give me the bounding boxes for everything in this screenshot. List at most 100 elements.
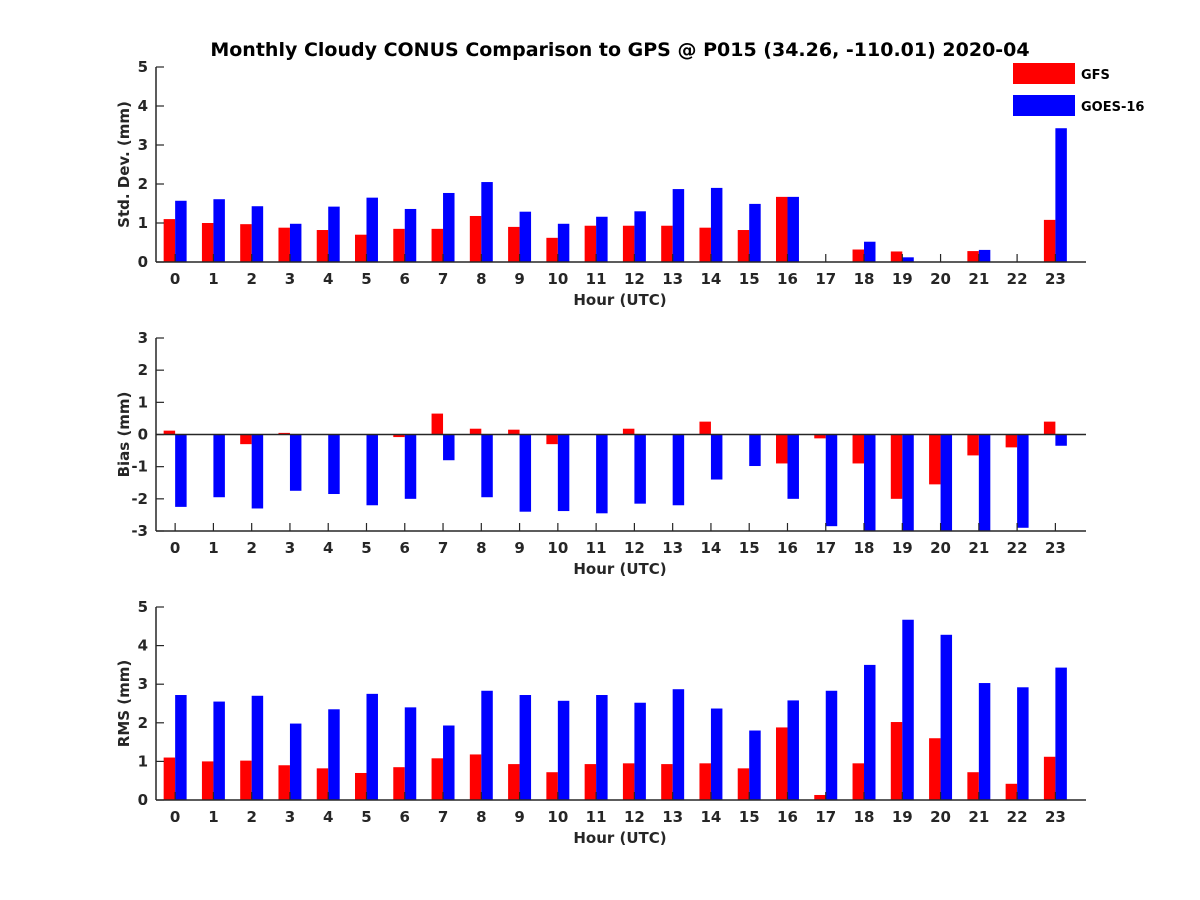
bar-goes-16-hour-15 bbox=[749, 203, 761, 262]
bar-goes-16-hour-2 bbox=[251, 206, 264, 262]
bar-gfs-hour-16 bbox=[776, 196, 788, 262]
bar-goes-16-hour-11 bbox=[596, 434, 608, 514]
y-tick-label: 4 bbox=[138, 637, 148, 655]
x-tick-label: 14 bbox=[701, 270, 722, 288]
y-tick-label: 3 bbox=[138, 675, 148, 693]
bar-goes-16-hour-6 bbox=[404, 707, 417, 800]
bar-gfs-hour-23 bbox=[1043, 756, 1056, 800]
chart-title: Monthly Cloudy CONUS Comparison to GPS @… bbox=[210, 39, 1029, 61]
bar-gfs-hour-23 bbox=[1043, 219, 1056, 262]
x-tick-label: 18 bbox=[854, 270, 875, 288]
bar-gfs-hour-4 bbox=[316, 230, 329, 262]
x-tick-label: 21 bbox=[968, 270, 989, 288]
x-tick-label: 13 bbox=[662, 808, 683, 826]
bar-goes-16-hour-7 bbox=[443, 434, 455, 461]
x-tick-label: 0 bbox=[170, 270, 180, 288]
bar-gfs-hour-22 bbox=[1005, 434, 1018, 448]
bar-gfs-hour-9 bbox=[508, 764, 520, 800]
bar-gfs-hour-0 bbox=[163, 430, 176, 435]
y-axis-label: Std. Dev. (mm) bbox=[115, 101, 133, 228]
x-tick-label: 3 bbox=[285, 808, 295, 826]
bar-gfs-hour-13 bbox=[661, 764, 673, 800]
x-tick-label: 17 bbox=[815, 808, 836, 826]
y-tick-label: 0 bbox=[138, 426, 148, 444]
bar-gfs-hour-0 bbox=[163, 757, 176, 800]
bar-goes-16-hour-15 bbox=[749, 730, 761, 800]
y-tick-label: 3 bbox=[138, 136, 148, 154]
x-tick-label: 20 bbox=[930, 270, 951, 288]
bar-gfs-hour-19 bbox=[890, 434, 903, 499]
bar-gfs-hour-16 bbox=[776, 434, 788, 464]
bar-goes-16-hour-8 bbox=[481, 182, 493, 262]
y-axis-label: Bias (mm) bbox=[115, 392, 133, 478]
x-tick-label: 9 bbox=[514, 808, 524, 826]
bar-goes-16-hour-1 bbox=[213, 199, 225, 262]
y-tick-label: -3 bbox=[131, 522, 148, 540]
x-tick-label: 20 bbox=[930, 539, 951, 557]
bar-goes-16-hour-20 bbox=[940, 434, 953, 531]
bar-goes-16-hour-0 bbox=[175, 695, 187, 800]
bar-gfs-hour-21 bbox=[967, 434, 979, 456]
x-tick-label: 16 bbox=[777, 808, 798, 826]
x-tick-label: 8 bbox=[476, 808, 486, 826]
bar-goes-16-hour-9 bbox=[519, 695, 532, 800]
x-tick-label: 10 bbox=[547, 539, 568, 557]
x-tick-label: 20 bbox=[930, 808, 951, 826]
bar-gfs-hour-21 bbox=[967, 251, 979, 262]
x-tick-label: 23 bbox=[1045, 539, 1066, 557]
bar-goes-16-hour-18 bbox=[864, 664, 876, 800]
bar-gfs-hour-0 bbox=[163, 219, 176, 262]
x-tick-label: 22 bbox=[1007, 808, 1028, 826]
bar-goes-16-hour-17 bbox=[825, 434, 838, 527]
bar-goes-16-hour-0 bbox=[175, 434, 187, 507]
bar-goes-16-hour-23 bbox=[1055, 434, 1067, 446]
x-tick-label: 4 bbox=[323, 808, 333, 826]
bar-goes-16-hour-5 bbox=[366, 197, 378, 262]
bar-goes-16-hour-10 bbox=[557, 434, 570, 512]
bar-gfs-hour-8 bbox=[469, 215, 482, 262]
x-tick-label: 21 bbox=[968, 808, 989, 826]
x-tick-label: 3 bbox=[285, 270, 295, 288]
bar-goes-16-hour-4 bbox=[328, 434, 340, 495]
bar-goes-16-hour-8 bbox=[481, 434, 493, 498]
bar-goes-16-hour-3 bbox=[289, 434, 302, 491]
bar-goes-16-hour-13 bbox=[672, 189, 685, 262]
bar-goes-16-hour-13 bbox=[672, 434, 685, 506]
bar-goes-16-hour-8 bbox=[481, 690, 493, 800]
bar-goes-16-hour-21 bbox=[978, 249, 991, 262]
y-tick-label: -1 bbox=[131, 458, 148, 476]
bar-gfs-hour-8 bbox=[469, 754, 482, 800]
x-tick-label: 7 bbox=[438, 270, 448, 288]
x-tick-label: 1 bbox=[208, 808, 218, 826]
x-tick-label: 12 bbox=[624, 539, 645, 557]
x-tick-label: 15 bbox=[739, 808, 760, 826]
y-tick-label: 0 bbox=[138, 253, 148, 271]
bar-goes-16-hour-19 bbox=[902, 619, 914, 800]
bar-gfs-hour-10 bbox=[546, 772, 558, 800]
y-tick-label: 1 bbox=[138, 752, 148, 770]
bar-goes-16-hour-16 bbox=[787, 700, 799, 800]
bar-gfs-hour-3 bbox=[278, 765, 290, 800]
bar-gfs-hour-10 bbox=[546, 237, 558, 262]
bar-goes-16-hour-17 bbox=[825, 690, 838, 800]
bar-goes-16-hour-6 bbox=[404, 208, 417, 262]
x-tick-label: 18 bbox=[854, 539, 875, 557]
bar-goes-16-hour-2 bbox=[251, 434, 264, 509]
x-tick-label: 8 bbox=[476, 539, 486, 557]
bar-gfs-hour-14 bbox=[699, 227, 711, 262]
bar-goes-16-hour-12 bbox=[634, 434, 646, 504]
bar-goes-16-hour-0 bbox=[175, 200, 187, 262]
bar-gfs-hour-9 bbox=[508, 429, 520, 435]
bar-goes-16-hour-11 bbox=[596, 216, 608, 262]
x-tick-label: 8 bbox=[476, 270, 486, 288]
bar-gfs-hour-17 bbox=[814, 434, 826, 439]
bar-gfs-hour-2 bbox=[240, 434, 252, 445]
bar-goes-16-hour-18 bbox=[864, 434, 876, 531]
x-tick-label: 12 bbox=[624, 270, 645, 288]
bar-goes-16-hour-7 bbox=[443, 192, 455, 262]
bar-gfs-hour-18 bbox=[852, 434, 865, 464]
y-tick-label: 5 bbox=[138, 598, 148, 616]
bar-gfs-hour-17 bbox=[814, 794, 826, 800]
bar-gfs-hour-13 bbox=[661, 225, 673, 262]
